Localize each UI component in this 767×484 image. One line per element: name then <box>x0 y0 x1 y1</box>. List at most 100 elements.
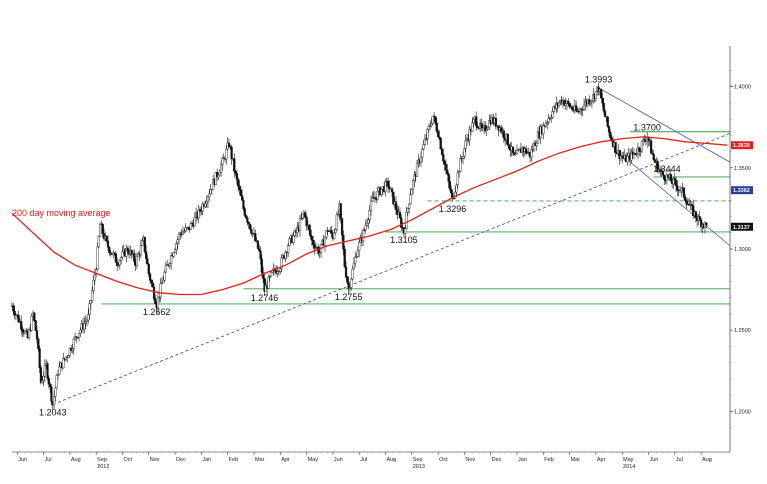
candle-body <box>122 252 124 257</box>
candle-body <box>308 225 310 230</box>
year-label: 2012 <box>97 464 109 470</box>
candle-body <box>400 218 402 228</box>
candle-body <box>428 126 430 129</box>
candle-body <box>162 280 164 283</box>
candle-body <box>387 181 389 186</box>
candle-body <box>43 376 45 380</box>
level-label: 1.2043 <box>39 407 67 417</box>
candle-body <box>225 149 227 159</box>
candle-body <box>94 274 96 280</box>
candle-body <box>448 174 450 182</box>
candle-body <box>144 237 146 251</box>
y-tick-label: 1.2500 <box>734 328 751 334</box>
candle-body <box>699 217 701 220</box>
candle-body <box>389 186 391 188</box>
candle-body <box>438 137 440 139</box>
candle-body <box>287 246 289 253</box>
candle-body <box>22 329 24 331</box>
level-label: 1.3444 <box>653 164 681 174</box>
candle-body <box>604 111 606 117</box>
x-tick-label: Oct <box>123 457 132 463</box>
candle-body <box>460 159 462 172</box>
candle-body <box>350 279 352 287</box>
candle-body <box>245 215 247 218</box>
x-tick-label: Aug <box>702 457 712 463</box>
candle-body <box>219 172 221 175</box>
candle-body <box>432 116 434 124</box>
candle-body <box>311 236 313 240</box>
candle-body <box>583 105 585 110</box>
candle-body <box>164 272 166 280</box>
candle-body <box>435 117 437 123</box>
candle-body <box>608 126 610 132</box>
y-tick-label: 1.3500 <box>734 166 751 172</box>
y-tick-label: 1.3000 <box>734 247 751 253</box>
x-tick-label: Jun <box>649 457 658 463</box>
candle-body <box>675 180 677 185</box>
candle-body <box>190 223 192 229</box>
candle-body <box>120 257 122 260</box>
candle-body <box>153 287 155 299</box>
x-tick-label: Jan <box>202 457 211 463</box>
candle-body <box>56 375 58 388</box>
x-tick-label: Jan <box>518 457 527 463</box>
level-label: 1.3700 <box>633 122 661 132</box>
candle-body <box>210 190 212 194</box>
candle-body <box>340 204 342 219</box>
candle-body <box>431 124 433 126</box>
candle-body <box>133 253 135 261</box>
x-tick-label: Mar <box>255 457 265 463</box>
candle-body <box>531 150 533 157</box>
candle-body <box>408 204 410 208</box>
candle-body <box>246 218 248 222</box>
candle-body <box>51 387 53 402</box>
candle-body <box>569 104 571 107</box>
trend-line <box>53 133 730 404</box>
candle-body <box>391 189 393 192</box>
candle-body <box>602 98 604 103</box>
candlesticks <box>11 83 707 412</box>
candle-body <box>333 233 335 239</box>
candle-body <box>173 252 175 256</box>
candle-body <box>507 134 509 145</box>
x-tick-label: Feb <box>229 457 238 463</box>
candle-body <box>463 148 465 156</box>
candle-body <box>62 358 64 368</box>
level-label: 1.2746 <box>251 293 279 303</box>
candle-body <box>108 247 110 252</box>
candle-body <box>346 277 348 282</box>
candle-body <box>412 181 414 190</box>
candle-body <box>148 264 150 274</box>
candle-body <box>486 129 488 130</box>
candle-body <box>471 123 473 131</box>
candle-body <box>591 100 593 102</box>
candle-body <box>420 157 422 162</box>
candle-body <box>235 171 237 173</box>
axis-value-marker-label: 1.3639 <box>733 143 750 149</box>
candle-body <box>354 257 356 263</box>
candle-body <box>178 234 180 239</box>
candle-body <box>152 283 154 287</box>
candle-body <box>250 229 252 233</box>
x-tick-label: Jun <box>18 457 27 463</box>
x-tick-label: Dec <box>492 457 502 463</box>
candle-body <box>590 102 592 104</box>
candle-body <box>12 306 14 311</box>
candle-body <box>261 259 263 273</box>
candle-body <box>603 103 605 111</box>
candle-body <box>98 236 100 246</box>
candle-body <box>106 236 108 241</box>
level-label: 1.2755 <box>335 292 363 302</box>
candle-body <box>357 251 359 257</box>
level-label: 1.3296 <box>439 204 467 214</box>
candle-body <box>85 322 87 324</box>
candle-body <box>552 111 554 117</box>
candle-body <box>344 249 346 266</box>
candle-body <box>169 264 171 266</box>
x-tick-label: Jul <box>360 457 367 463</box>
candle-body <box>248 222 250 224</box>
candle-body <box>33 313 35 321</box>
y-tick-label: 1.2000 <box>734 409 751 415</box>
